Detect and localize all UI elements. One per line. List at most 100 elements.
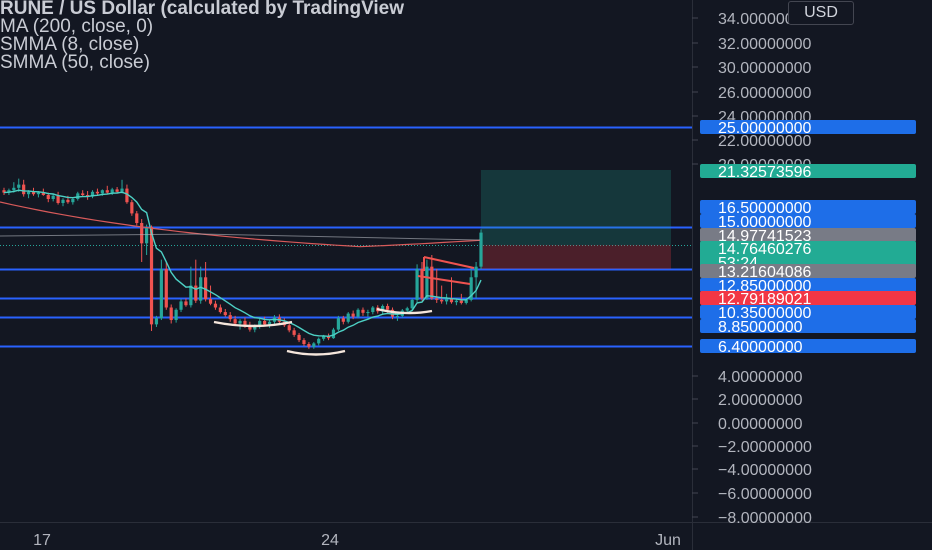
candle-body[interactable] (312, 343, 316, 347)
candle-body[interactable] (213, 303, 218, 308)
price-tag[interactable]: 8.85000000 (700, 319, 916, 336)
candle-body[interactable] (125, 188, 129, 203)
candle-body[interactable] (292, 330, 296, 335)
candle-body[interactable] (56, 195, 60, 203)
candle-body[interactable] (90, 191, 95, 197)
candle-body[interactable] (444, 299, 449, 302)
candle-body[interactable] (449, 299, 454, 303)
candle-body[interactable] (22, 184, 26, 195)
candle-body[interactable] (17, 184, 21, 188)
candle-body[interactable] (287, 325, 291, 331)
left-shoulder-arc[interactable] (213, 320, 293, 328)
candle-body[interactable] (420, 269, 424, 299)
candle-body[interactable] (430, 266, 434, 299)
candle-body[interactable] (174, 309, 178, 321)
position-stop-zone[interactable] (481, 245, 671, 269)
candle-body[interactable] (440, 299, 444, 302)
price-tag[interactable]: 6.40000000 (700, 339, 916, 356)
candle-body[interactable] (395, 315, 400, 317)
candle-body[interactable] (95, 191, 100, 194)
candle-body[interactable] (336, 318, 340, 330)
candle-body[interactable] (2, 190, 6, 193)
candle-body[interactable] (105, 190, 109, 193)
candle-body[interactable] (317, 338, 321, 344)
candle-body[interactable] (51, 195, 55, 199)
price-tag[interactable]: 25.00000000 (700, 120, 916, 137)
candle-body[interactable] (331, 329, 336, 339)
price-tag[interactable]: 10.35000000 (700, 305, 916, 322)
candle-body[interactable] (189, 285, 193, 306)
candle-body[interactable] (233, 319, 237, 324)
candle-body[interactable] (61, 199, 65, 203)
price-tag[interactable]: 12.79189021 (700, 291, 916, 308)
candle-body[interactable] (223, 312, 227, 316)
candle-body[interactable] (474, 266, 478, 278)
candle-body[interactable] (36, 192, 41, 195)
candle-body[interactable] (179, 301, 183, 310)
candle-body[interactable] (100, 190, 104, 194)
candle-body[interactable] (120, 188, 124, 192)
candle-body[interactable] (154, 318, 159, 325)
candle-body[interactable] (415, 269, 419, 300)
candle-body[interactable] (267, 321, 272, 325)
candle-body[interactable] (435, 298, 439, 300)
candle-body[interactable] (110, 189, 114, 193)
currency-selector[interactable]: USD (788, 1, 854, 25)
candle-body[interactable] (199, 277, 203, 301)
candle-body[interactable] (135, 213, 139, 223)
candle-body[interactable] (405, 308, 409, 311)
candle-body[interactable] (238, 320, 242, 324)
candle-body[interactable] (253, 326, 257, 330)
candle-body[interactable] (81, 193, 85, 195)
candle-body[interactable] (169, 307, 173, 321)
candle-body[interactable] (66, 199, 70, 203)
candle-body[interactable] (140, 223, 144, 244)
candle-body[interactable] (469, 277, 473, 300)
candle-body[interactable] (76, 193, 80, 199)
candle-body[interactable] (164, 269, 168, 308)
candle-body[interactable] (454, 300, 459, 303)
candle-body[interactable] (85, 195, 90, 197)
price-tag[interactable]: 14.97741523 (700, 228, 916, 245)
candle-body[interactable] (361, 309, 365, 313)
candle-body[interactable] (297, 334, 301, 341)
candle-body[interactable] (366, 312, 370, 314)
candle-body[interactable] (263, 320, 267, 325)
candle-body[interactable] (425, 266, 429, 299)
wedge-pattern-drawing[interactable] (417, 256, 475, 285)
candle-body[interactable] (26, 191, 31, 195)
candle-body[interactable] (115, 189, 119, 192)
candle-body[interactable] (351, 313, 355, 317)
candle-body[interactable] (346, 313, 350, 322)
candle-body[interactable] (12, 187, 16, 191)
candle-body[interactable] (371, 307, 375, 313)
price-tag[interactable]: 16.50000000 (700, 200, 916, 217)
candle-body[interactable] (41, 192, 45, 195)
candle-body[interactable] (258, 320, 262, 327)
candle-body[interactable] (130, 202, 134, 214)
candle-body[interactable] (145, 227, 149, 244)
right-shoulder-arc[interactable] (376, 307, 433, 315)
candle-body[interactable] (341, 318, 345, 322)
candle-body[interactable] (194, 285, 198, 301)
candle-body[interactable] (71, 199, 75, 203)
candle-body[interactable] (464, 299, 468, 303)
candle-body[interactable] (31, 191, 36, 195)
candle-body[interactable] (149, 227, 154, 325)
candle-body[interactable] (204, 277, 208, 300)
candle-body[interactable] (46, 195, 50, 199)
candle-body[interactable] (228, 315, 232, 320)
head-arc[interactable] (286, 349, 346, 356)
candle-body[interactable] (459, 300, 463, 303)
candle-body[interactable] (243, 320, 247, 326)
price-tag[interactable]: 21.32573596 (700, 164, 916, 181)
candle-body[interactable] (184, 301, 188, 306)
candle-body[interactable] (385, 305, 390, 310)
candle-body[interactable] (159, 269, 163, 319)
candle-body[interactable] (410, 299, 414, 309)
candle-body[interactable] (381, 305, 385, 312)
candle-body[interactable] (302, 340, 306, 345)
candle-body[interactable] (208, 299, 213, 304)
